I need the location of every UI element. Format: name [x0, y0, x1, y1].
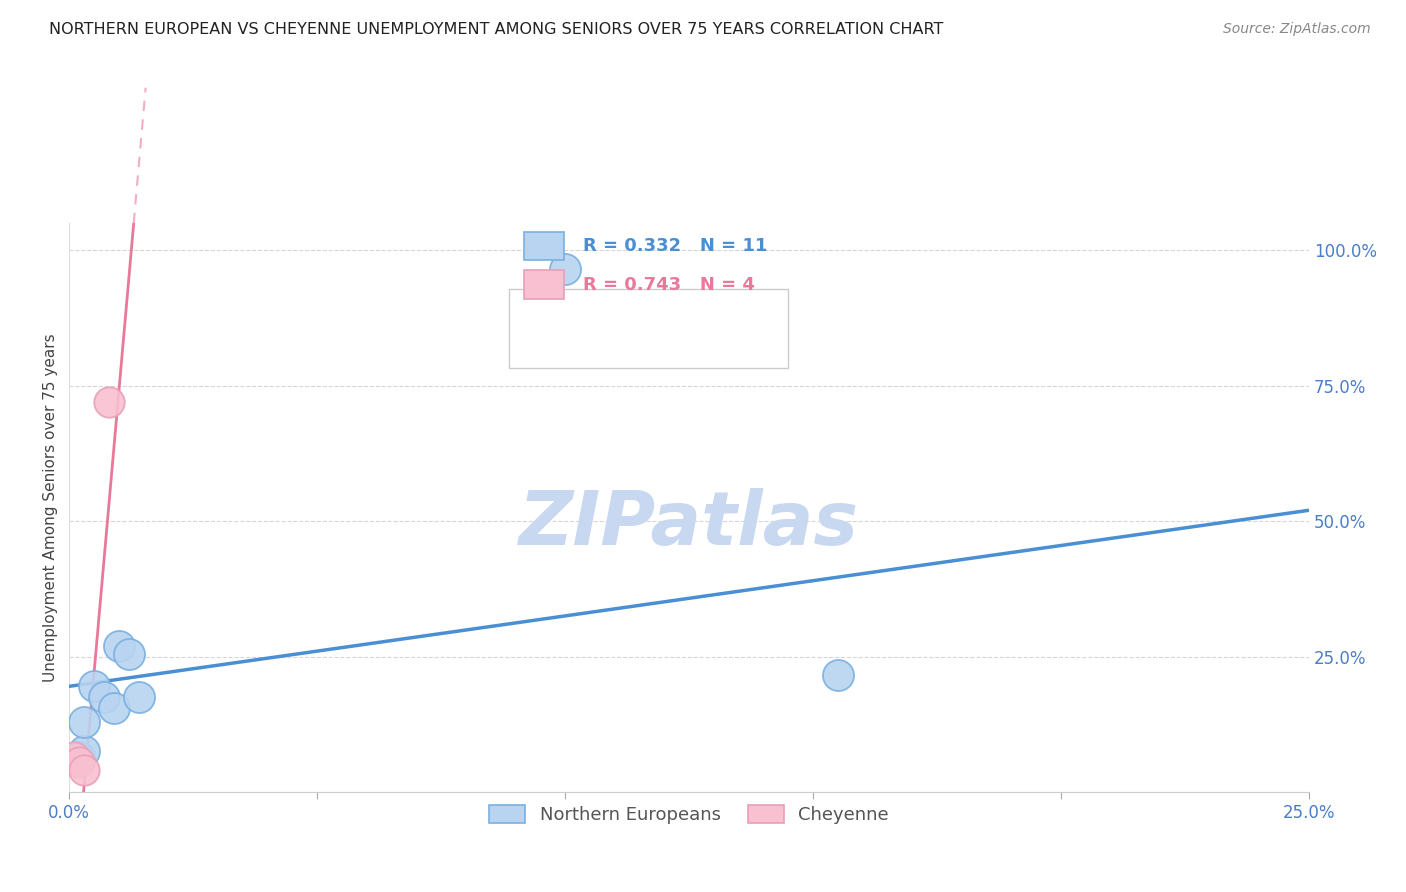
- Point: [827, 668, 849, 682]
- Point: [73, 764, 96, 778]
- Text: R = 0.743   N = 4: R = 0.743 N = 4: [582, 276, 755, 293]
- Point: [554, 262, 576, 277]
- Point: [83, 679, 105, 693]
- Legend: Northern Europeans, Cheyenne: Northern Europeans, Cheyenne: [482, 797, 896, 831]
- Text: ZIPatlas: ZIPatlas: [519, 488, 859, 561]
- FancyBboxPatch shape: [524, 270, 564, 299]
- Point: [103, 701, 125, 715]
- Point: [128, 690, 150, 705]
- FancyBboxPatch shape: [524, 232, 564, 260]
- Point: [73, 744, 96, 758]
- Point: [118, 647, 141, 661]
- Text: Source: ZipAtlas.com: Source: ZipAtlas.com: [1223, 22, 1371, 37]
- Y-axis label: Unemployment Among Seniors over 75 years: Unemployment Among Seniors over 75 years: [44, 334, 58, 681]
- Point: [67, 755, 90, 769]
- Point: [67, 749, 90, 764]
- FancyBboxPatch shape: [509, 288, 789, 368]
- Point: [97, 395, 120, 409]
- Point: [108, 639, 131, 653]
- Text: R = 0.332   N = 11: R = 0.332 N = 11: [582, 237, 766, 255]
- Point: [73, 714, 96, 729]
- Point: [63, 749, 86, 764]
- Point: [93, 690, 115, 705]
- Text: NORTHERN EUROPEAN VS CHEYENNE UNEMPLOYMENT AMONG SENIORS OVER 75 YEARS CORRELATI: NORTHERN EUROPEAN VS CHEYENNE UNEMPLOYME…: [49, 22, 943, 37]
